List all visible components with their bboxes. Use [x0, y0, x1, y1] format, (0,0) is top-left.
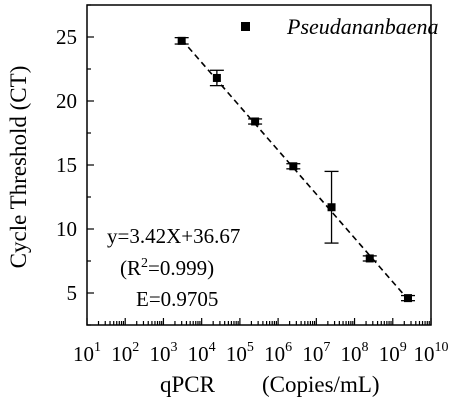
y-tick-label: 15: [56, 153, 77, 177]
x-axis-tick-labels: 101 102 103 104 105 106 107 108 109 1010: [73, 340, 449, 366]
legend-marker-square: [241, 22, 250, 31]
x-tick-label: 105: [226, 340, 254, 366]
y-tick-label: 5: [67, 281, 78, 305]
x-tick-label: 109: [379, 340, 407, 366]
y-axis-label: Cycle Threshold (CT): [6, 66, 31, 269]
data-point: [289, 162, 298, 171]
x-axis-unit: (Copies/mL): [262, 372, 380, 397]
data-point: [365, 254, 374, 263]
y-tick-label: 25: [56, 25, 77, 49]
annotation-efficiency: E=0.9705: [136, 287, 218, 311]
data-point: [251, 117, 260, 126]
x-axis-ticks: [86, 318, 432, 325]
y-tick-label: 10: [56, 217, 77, 241]
legend: Pseudananbaena: [241, 14, 439, 39]
x-tick-label: 101: [73, 340, 101, 366]
annotation-equation: y=3.42X+36.67: [107, 224, 240, 248]
data-point: [177, 36, 186, 45]
fit-annotations: y=3.42X+36.67 (R2=0.999) E=0.9705: [107, 224, 240, 311]
data-point: [212, 73, 221, 82]
y-axis-ticks: [87, 4, 94, 326]
y-axis-tick-labels: 5 10 15 20 25: [56, 25, 77, 305]
data-point: [327, 203, 336, 212]
x-tick-label: 1010: [414, 340, 449, 366]
data-point: [403, 294, 412, 303]
x-tick-label: 107: [302, 340, 330, 366]
x-tick-label: 108: [341, 340, 369, 366]
series-pseudananbaena: [174, 36, 415, 303]
x-tick-label: 104: [188, 340, 216, 366]
legend-label: Pseudananbaena: [286, 14, 439, 39]
x-tick-label: 103: [149, 340, 177, 366]
annotation-r2: (R2=0.999): [120, 256, 214, 280]
x-tick-label: 102: [111, 340, 139, 366]
x-tick-label: 106: [264, 340, 292, 366]
x-axis-label: qPCR: [160, 372, 216, 397]
y-tick-label: 20: [56, 89, 77, 113]
